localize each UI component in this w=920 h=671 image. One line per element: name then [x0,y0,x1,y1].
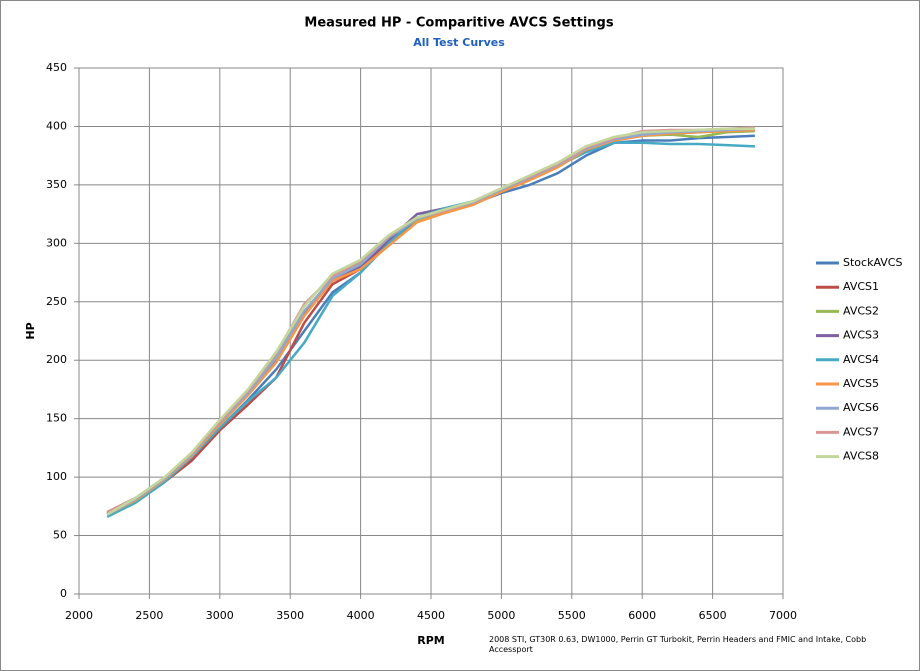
legend-label: StockAVCS [843,256,902,269]
y-axis-label: HP [24,322,37,339]
legend-label: AVCS1 [843,280,879,293]
y-tick-label: 400 [46,119,67,132]
x-tick-label: 2500 [135,609,163,622]
x-tick-label: 3500 [276,609,304,622]
legend-label: AVCS5 [843,377,879,390]
x-tick-label: 2000 [65,609,93,622]
x-tick-label: 6000 [628,609,656,622]
y-tick-label: 250 [46,295,67,308]
x-tick-label: 4000 [347,609,375,622]
y-tick-label: 50 [53,529,67,542]
y-tick-label: 100 [46,470,67,483]
x-tick-label: 5500 [558,609,586,622]
legend-label: AVCS4 [843,353,879,366]
x-tick-label: 5000 [487,609,515,622]
legend-label: AVCS6 [843,401,879,414]
chart-title: Measured HP - Comparitive AVCS Settings [304,16,613,31]
y-tick-label: 150 [46,412,67,425]
legend-label: AVCS2 [843,304,879,317]
annotation: 2008 STI, GT30R 0.63, DW1000, Perrin GT … [489,635,867,654]
x-axis-label: RPM [417,634,444,647]
legend-label: AVCS3 [843,329,879,342]
x-tick-label: 6500 [699,609,727,622]
x-tick-label: 7000 [769,609,797,622]
series-line [106,127,755,516]
legend-label: AVCS7 [843,425,879,438]
y-tick-label: 200 [46,353,67,366]
y-tick-label: 300 [46,236,67,249]
x-tick-label: 3000 [206,609,234,622]
x-tick-label: 4500 [417,609,445,622]
y-tick-label: 450 [46,61,67,74]
chart-subtitle: All Test Curves [413,36,505,49]
y-tick-label: 350 [46,178,67,191]
legend-label: AVCS8 [843,450,879,463]
y-tick-label: 0 [60,587,67,600]
